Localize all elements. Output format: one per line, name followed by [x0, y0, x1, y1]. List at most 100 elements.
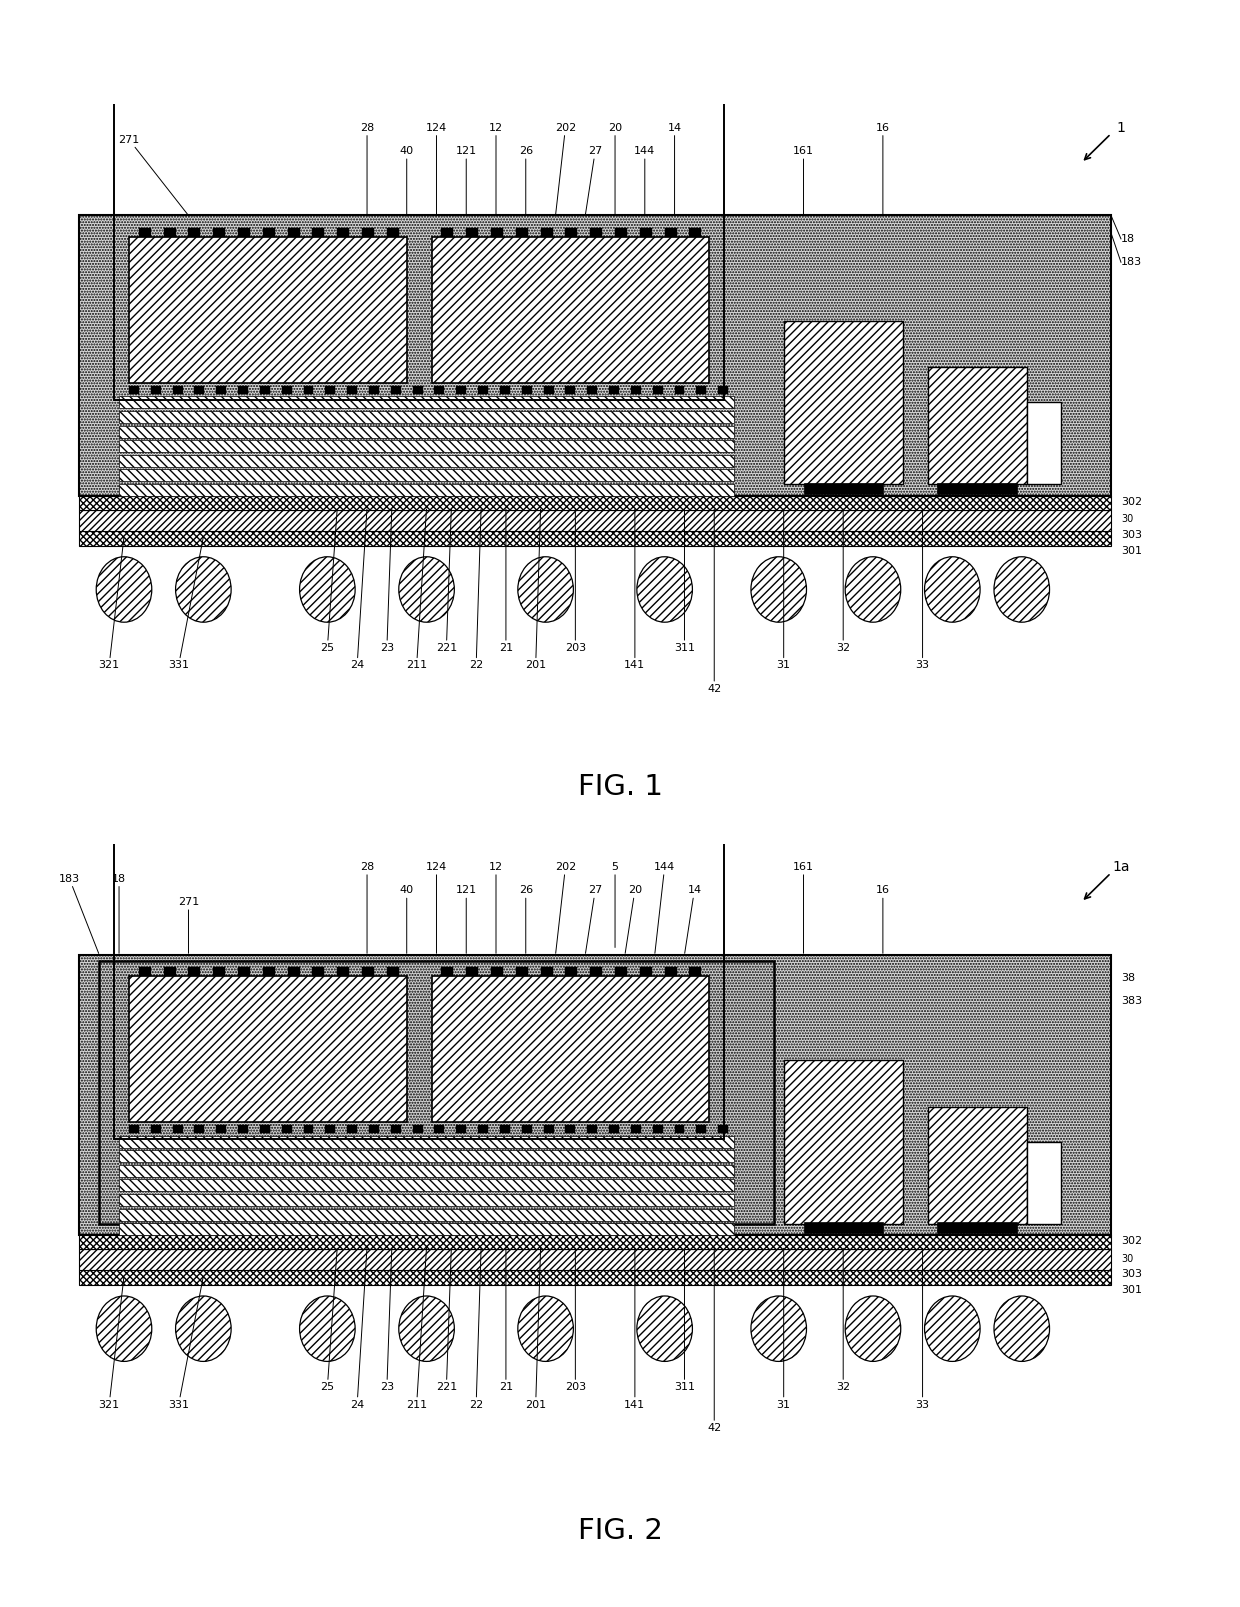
Bar: [565, 967, 578, 977]
Bar: [119, 455, 734, 466]
Bar: [565, 228, 578, 238]
Circle shape: [994, 1295, 1049, 1361]
Circle shape: [637, 556, 692, 622]
Bar: [347, 386, 357, 394]
Bar: [114, 816, 724, 1139]
Bar: [565, 1125, 575, 1133]
Text: 301: 301: [1121, 546, 1142, 556]
Text: 183: 183: [58, 874, 99, 953]
Bar: [129, 386, 139, 394]
Bar: [337, 228, 350, 238]
Bar: [304, 1125, 314, 1133]
Bar: [99, 961, 774, 1223]
Bar: [213, 967, 226, 977]
Bar: [119, 1136, 734, 1147]
Bar: [689, 967, 702, 977]
Text: 24: 24: [350, 1249, 367, 1409]
Bar: [1027, 1141, 1061, 1223]
Circle shape: [176, 556, 231, 622]
Bar: [119, 426, 734, 437]
Text: 40: 40: [399, 885, 414, 953]
Bar: [784, 1061, 903, 1223]
Bar: [139, 228, 151, 238]
Text: 203: 203: [564, 1249, 587, 1392]
Text: 27: 27: [585, 885, 603, 953]
Text: 21: 21: [498, 1249, 513, 1392]
Bar: [432, 977, 709, 1122]
Bar: [119, 1223, 734, 1236]
Text: 211: 211: [405, 1249, 428, 1409]
Text: 31: 31: [776, 509, 791, 670]
Bar: [609, 1125, 619, 1133]
Circle shape: [518, 1295, 573, 1361]
Bar: [263, 228, 275, 238]
Text: 303: 303: [1121, 530, 1142, 540]
Bar: [119, 1194, 734, 1205]
Circle shape: [846, 1295, 900, 1361]
Bar: [590, 967, 603, 977]
Text: 16: 16: [875, 122, 890, 214]
Bar: [216, 386, 226, 394]
Text: 31: 31: [776, 1249, 791, 1409]
Bar: [238, 228, 250, 238]
Text: 144: 144: [653, 861, 676, 953]
Text: 211: 211: [405, 509, 428, 670]
Bar: [516, 967, 528, 977]
Bar: [260, 386, 270, 394]
Bar: [129, 977, 407, 1122]
Bar: [288, 228, 300, 238]
Bar: [304, 386, 314, 394]
Bar: [195, 386, 205, 394]
Bar: [718, 1125, 728, 1133]
Bar: [479, 386, 489, 394]
Text: 203: 203: [564, 509, 587, 652]
Text: 331: 331: [169, 1278, 203, 1409]
Text: 201: 201: [525, 509, 547, 670]
Circle shape: [846, 556, 900, 622]
Bar: [391, 1125, 401, 1133]
Bar: [543, 1125, 553, 1133]
Text: 38: 38: [1121, 974, 1135, 983]
Text: 124: 124: [425, 122, 448, 214]
Bar: [151, 386, 161, 394]
Bar: [79, 1270, 1111, 1286]
Text: 28: 28: [360, 861, 374, 953]
Bar: [79, 215, 1111, 497]
Text: 23: 23: [379, 509, 394, 652]
Bar: [325, 1125, 335, 1133]
Bar: [456, 386, 466, 394]
Text: 30: 30: [1121, 1253, 1133, 1263]
Text: 202: 202: [554, 122, 577, 214]
Circle shape: [518, 556, 573, 622]
Text: 302: 302: [1121, 1236, 1142, 1245]
Bar: [491, 967, 503, 977]
Text: 124: 124: [425, 861, 448, 953]
Bar: [129, 1125, 139, 1133]
Text: 26: 26: [518, 146, 533, 214]
Bar: [500, 386, 510, 394]
Text: 18: 18: [112, 874, 126, 953]
Text: 201: 201: [525, 1249, 547, 1409]
Bar: [79, 530, 1111, 546]
Bar: [665, 967, 677, 977]
Bar: [543, 386, 553, 394]
Text: 121: 121: [455, 885, 477, 953]
Bar: [119, 1165, 734, 1176]
Bar: [804, 484, 883, 493]
Bar: [615, 967, 627, 977]
Bar: [281, 1125, 291, 1133]
Bar: [281, 386, 291, 394]
Bar: [195, 1125, 205, 1133]
Bar: [689, 228, 702, 238]
Text: 14: 14: [684, 885, 702, 953]
Text: 32: 32: [836, 509, 851, 652]
Text: 24: 24: [350, 509, 367, 670]
Circle shape: [97, 1295, 151, 1361]
Text: 33: 33: [915, 1249, 930, 1409]
Bar: [784, 321, 903, 484]
Bar: [652, 386, 662, 394]
Bar: [640, 967, 652, 977]
Bar: [413, 386, 423, 394]
Bar: [434, 1125, 444, 1133]
Bar: [928, 368, 1027, 484]
